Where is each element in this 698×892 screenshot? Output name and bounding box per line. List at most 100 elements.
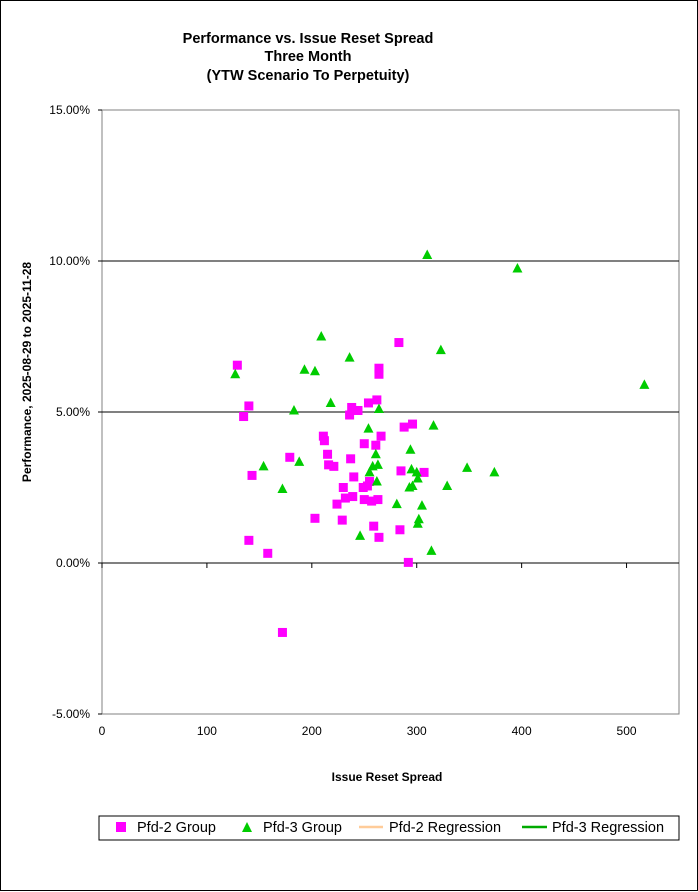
- pfd-2-point: [365, 476, 375, 486]
- pfd-3-point: [316, 331, 327, 341]
- x-tick-label: 500: [617, 724, 637, 738]
- pfd-3-point: [230, 368, 241, 379]
- pfd-3-point: [258, 460, 269, 471]
- pfd-3-point: [411, 466, 422, 477]
- pfd-3-point: [435, 344, 446, 355]
- pfd-3-point: [426, 545, 437, 555]
- pfd-3-point: [442, 480, 453, 490]
- pfd-2-point: [285, 452, 295, 462]
- pfd-2-point: [345, 410, 355, 420]
- pfd-2-point: [371, 440, 381, 450]
- pfd-2-point: [323, 449, 333, 459]
- pfd-3-point: [299, 364, 310, 374]
- legend-box: [98, 815, 680, 841]
- pfd-2-point: [362, 481, 372, 491]
- chart-title-line-2: Three Month: [265, 49, 352, 65]
- pfd-2-point: [310, 513, 320, 523]
- pfd-2-point: [349, 472, 359, 482]
- pfd-3-point: [407, 480, 418, 490]
- pfd-2-point: [394, 338, 404, 348]
- pfd-3-point: [288, 404, 299, 415]
- y-axis-label: Performance, 2025-08-29 to 2025-11-28: [20, 262, 34, 482]
- pfd-2-point: [376, 431, 386, 441]
- pfd-2-point: [244, 535, 254, 545]
- pfd-2-point: [359, 439, 369, 449]
- y-tick-label: 5.00%: [56, 405, 90, 419]
- grid-lines: [102, 260, 679, 564]
- pfd-2-point: [419, 467, 429, 477]
- pfd-3-point: [364, 466, 375, 477]
- pfd-3-point: [462, 462, 473, 472]
- pfd-2-point: [373, 495, 383, 505]
- pfd-3-point: [512, 263, 523, 273]
- pfd-3-point: [413, 513, 424, 524]
- pfd-2-point: [403, 557, 413, 567]
- pfd-2-point: [374, 363, 384, 373]
- pfd-3-point: [294, 456, 305, 466]
- chart-title-line-1: Performance vs. Issue Reset Spread: [183, 31, 434, 47]
- pfd-2-point: [338, 483, 348, 492]
- pfd-2-point: [277, 627, 287, 637]
- pfd-2-point: [396, 466, 406, 476]
- legend-label-pfd2: Pfd-2 Group: [137, 820, 216, 836]
- pfd-3-point: [405, 444, 416, 454]
- pfd-3-point: [406, 463, 417, 474]
- pfd-2-point: [367, 496, 377, 506]
- pfd-3-point: [428, 420, 439, 430]
- pfd-2-point: [347, 402, 357, 412]
- pfd-2-point: [372, 395, 382, 405]
- pfd-2-point: [369, 521, 379, 531]
- pfd-3-point: [344, 352, 355, 362]
- pfd-3-point: [325, 397, 336, 407]
- pfd-3-point: [309, 365, 320, 376]
- pfd-2-point: [374, 532, 384, 542]
- legend: Pfd-2 Group Pfd-3 Group Pfd-2 Regression…: [98, 815, 680, 841]
- pfd-3-point: [277, 483, 288, 494]
- y-tick-label: 10.00%: [49, 254, 90, 268]
- x-tick-label: 300: [407, 724, 427, 738]
- pfd-2-point: [395, 525, 405, 535]
- pfd-2-point: [239, 412, 249, 422]
- pfd-3-point: [422, 249, 433, 259]
- pfd-3-point: [355, 530, 366, 540]
- x-axis-ticks: 0 100 200 300 400 500: [99, 563, 637, 738]
- legend-label-pfd3: Pfd-3 Group: [263, 820, 342, 836]
- pfd-2-point: [348, 492, 358, 502]
- pfd-2-point: [359, 495, 369, 505]
- pfd-2-point: [232, 360, 242, 370]
- chart-title: Performance vs. Issue Reset Spread Three…: [183, 31, 434, 84]
- pfd-3-point: [372, 459, 383, 469]
- pfd-2-point: [247, 470, 257, 480]
- pfd-3-point: [391, 498, 402, 509]
- pfd-2-point: [346, 454, 356, 464]
- pfd-3-point: [639, 379, 650, 389]
- y-tick-label: 15.00%: [49, 103, 90, 117]
- y-tick-label: 0.00%: [56, 556, 90, 570]
- pfd-3-point: [489, 466, 500, 477]
- pfd-2-point: [244, 401, 254, 411]
- pfd-2-point: [374, 369, 384, 379]
- pfd-3-point: [370, 448, 381, 459]
- data-points: [230, 249, 650, 637]
- x-tick-label: 100: [197, 724, 217, 738]
- pfd-2-point: [318, 431, 328, 441]
- legend-label-pfd3-regression: Pfd-3 Regression: [552, 820, 664, 836]
- pfd-2-point: [408, 419, 418, 429]
- legend-square-marker: [116, 822, 126, 832]
- x-tick-label: 0: [99, 724, 106, 738]
- pfd-2-point: [363, 398, 373, 408]
- chart-title-line-3: (YTW Scenario To Perpetuity): [207, 68, 410, 84]
- legend-label-pfd2-regression: Pfd-2 Regression: [389, 820, 501, 836]
- y-axis-ticks: -5.00% 0.00% 5.00% 10.00% 15.00%: [49, 103, 102, 721]
- pfd-2-point: [332, 499, 342, 509]
- x-tick-label: 200: [302, 724, 322, 738]
- pfd-2-point: [329, 461, 339, 471]
- pfd-2-point: [324, 460, 334, 470]
- pfd-3-point: [371, 475, 382, 486]
- x-axis-label: Issue Reset Spread: [332, 770, 443, 784]
- y-tick-label: -5.00%: [52, 707, 90, 721]
- pfd-2-point: [399, 422, 409, 432]
- pfd-2-point: [340, 493, 350, 503]
